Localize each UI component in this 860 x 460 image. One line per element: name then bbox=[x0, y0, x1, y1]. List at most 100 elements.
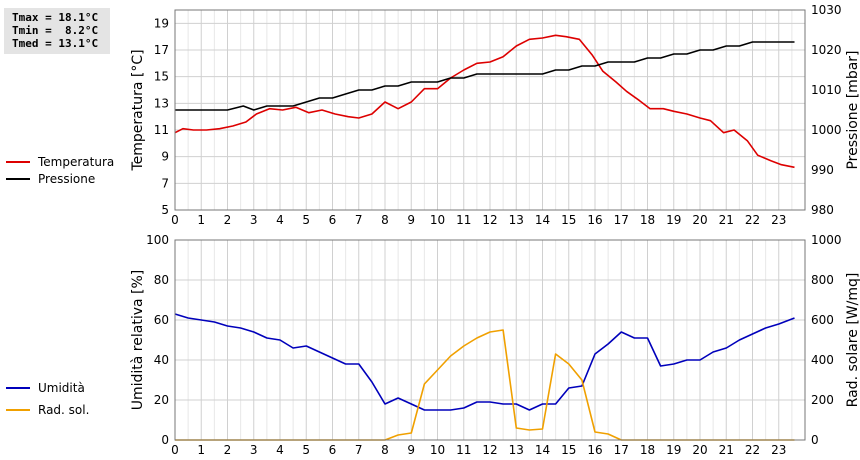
panel-1-x-tick-label: 11 bbox=[456, 213, 471, 227]
legend-item-umidita: Umidità bbox=[6, 380, 85, 396]
panel-2-y-tick-label: 100 bbox=[146, 233, 169, 247]
panel-2-y-tick-label: 20 bbox=[154, 393, 169, 407]
panel-1-frame bbox=[174, 9, 806, 211]
panel-1-x-tick-label: 5 bbox=[302, 213, 310, 227]
legend-swatch-radsol bbox=[6, 409, 30, 411]
panel-1-x-tick-label: 8 bbox=[381, 213, 389, 227]
panel-2-y2-tick-label: 400 bbox=[811, 353, 834, 367]
panel-1-x-tick-label: 23 bbox=[771, 213, 786, 227]
panel-2-ylabel: Umidità relativa [%] bbox=[130, 270, 146, 411]
panel-1-ylabel: Temperatura [°C] bbox=[130, 49, 146, 171]
panel-2-x-tick-label: 22 bbox=[745, 443, 760, 457]
panel-2-x-tick-label: 9 bbox=[407, 443, 415, 457]
panel-1-x-tick-label: 7 bbox=[355, 213, 363, 227]
panel-2-x-tick-label: 19 bbox=[666, 443, 681, 457]
panel-1-y2-tick-label: 980 bbox=[811, 203, 834, 217]
panel-2-x-tick-label: 20 bbox=[692, 443, 707, 457]
panel-1-x-tick-label: 0 bbox=[171, 213, 179, 227]
legend-item-pressione: Pressione bbox=[6, 171, 95, 187]
legend-label-temperatura: Temperatura bbox=[38, 155, 115, 169]
panel-2-x-tick-label: 15 bbox=[561, 443, 576, 457]
legend-swatch-umidita bbox=[6, 387, 30, 389]
panel-2-x-tick-label: 14 bbox=[535, 443, 550, 457]
panel-2-y2-tick-label: 600 bbox=[811, 313, 834, 327]
panel-1-x-tick-label: 14 bbox=[535, 213, 550, 227]
panel-2-y2label: Rad. solare [W/mq] bbox=[845, 273, 860, 408]
panel-1-y2-tick-label: 1020 bbox=[811, 43, 842, 57]
panel-2-frame bbox=[174, 239, 806, 441]
stat-tmed: Tmed = 13.1°C bbox=[12, 37, 99, 50]
panel-1-x-tick-label: 20 bbox=[692, 213, 707, 227]
panel-2-x-tick-label: 11 bbox=[456, 443, 471, 457]
panel-1-x-tick-label: 18 bbox=[640, 213, 655, 227]
panel-1-x-tick-label: 12 bbox=[482, 213, 497, 227]
panel-1-y2label: Pressione [mbar] bbox=[845, 50, 860, 169]
panel-1-x-tick-label: 15 bbox=[561, 213, 576, 227]
panel-1-x-tick-label: 6 bbox=[329, 213, 337, 227]
panel-1-y-tick-label: 11 bbox=[154, 123, 169, 137]
stat-tmax: Tmax = 18.1°C bbox=[12, 11, 99, 24]
legend-label-radsol: Rad. sol. bbox=[38, 403, 90, 417]
panel-1-x-tick-label: 3 bbox=[250, 213, 258, 227]
panel-1-x-tick-label: 4 bbox=[276, 213, 284, 227]
panel-1-series-pressione bbox=[175, 41, 795, 111]
panel-1-y-tick-label: 5 bbox=[161, 203, 169, 217]
panel-2-x-tick-label: 7 bbox=[355, 443, 363, 457]
panel-1-x-tick-label: 16 bbox=[587, 213, 602, 227]
panel-2-x-tick-label: 23 bbox=[771, 443, 786, 457]
panel-1-y2-tick-label: 990 bbox=[811, 163, 834, 177]
legend-label-umidita: Umidità bbox=[38, 381, 85, 395]
panel-2-x-tick-label: 18 bbox=[640, 443, 655, 457]
panel-2-y2-tick-label: 0 bbox=[811, 433, 819, 447]
stats-box: Tmax = 18.1°C Tmin = 8.2°C Tmed = 13.1°C bbox=[4, 8, 110, 54]
panel-2-x-tick-label: 1 bbox=[197, 443, 205, 457]
legend-swatch-temperatura bbox=[6, 161, 30, 163]
panel-2-x-tick-label: 12 bbox=[482, 443, 497, 457]
panel-1-y-tick-label: 7 bbox=[161, 176, 169, 190]
panel-1-x-tick-label: 21 bbox=[719, 213, 734, 227]
panel-2-x-tick-label: 2 bbox=[224, 443, 232, 457]
panel-2-x-tick-label: 13 bbox=[509, 443, 524, 457]
panel-1-y-tick-label: 19 bbox=[154, 16, 169, 30]
panel-1-x-tick-label: 9 bbox=[407, 213, 415, 227]
panel-2-x-tick-label: 8 bbox=[381, 443, 389, 457]
panel-1-y-tick-label: 15 bbox=[154, 70, 169, 84]
panel-2-y-tick-label: 80 bbox=[154, 273, 169, 287]
panel-2-x-tick-label: 0 bbox=[171, 443, 179, 457]
stat-tmin: Tmin = 8.2°C bbox=[12, 24, 99, 37]
panel-1-y2-tick-label: 1000 bbox=[811, 123, 842, 137]
panel-2-y2-tick-label: 800 bbox=[811, 273, 834, 287]
panel-1-series-temperatura bbox=[174, 34, 795, 169]
panel-2-y-tick-label: 60 bbox=[154, 313, 169, 327]
panel-2-x-tick-label: 4 bbox=[276, 443, 284, 457]
legend-item-temperatura: Temperatura bbox=[6, 154, 114, 170]
panel-1-x-tick-label: 2 bbox=[224, 213, 232, 227]
panel-2-series-rad-sol bbox=[175, 329, 795, 441]
panel-2-y2-tick-label: 200 bbox=[811, 393, 834, 407]
panel-2-x-tick-label: 16 bbox=[587, 443, 602, 457]
panel-1-x-tick-label: 1 bbox=[197, 213, 205, 227]
panel-1-y2-tick-label: 1010 bbox=[811, 83, 842, 97]
panel-2-y2-tick-label: 1000 bbox=[811, 233, 842, 247]
panel-1-y-tick-label: 17 bbox=[154, 43, 169, 57]
panel-2-y-tick-label: 0 bbox=[161, 433, 169, 447]
panel-1-x-tick-label: 22 bbox=[745, 213, 760, 227]
panel-1-x-tick-label: 13 bbox=[509, 213, 524, 227]
legend-swatch-pressione bbox=[6, 178, 30, 180]
panel-1-y-tick-label: 9 bbox=[161, 150, 169, 164]
panel-1-y2-tick-label: 1030 bbox=[811, 3, 842, 17]
panel-1-x-tick-label: 17 bbox=[614, 213, 629, 227]
panel-1-x-tick-label: 19 bbox=[666, 213, 681, 227]
panel-2-x-tick-label: 17 bbox=[614, 443, 629, 457]
panel-2-series-umidit bbox=[174, 313, 795, 411]
panel-2-x-tick-label: 21 bbox=[719, 443, 734, 457]
legend-label-pressione: Pressione bbox=[38, 172, 96, 186]
panel-2-x-tick-label: 5 bbox=[302, 443, 310, 457]
panel-2-y-tick-label: 40 bbox=[154, 353, 169, 367]
panel-1-x-tick-label: 10 bbox=[430, 213, 445, 227]
panel-2-x-tick-label: 10 bbox=[430, 443, 445, 457]
legend-item-radsol: Rad. sol. bbox=[6, 402, 89, 418]
panel-2-x-tick-label: 6 bbox=[329, 443, 337, 457]
panel-1-y-tick-label: 13 bbox=[154, 96, 169, 110]
